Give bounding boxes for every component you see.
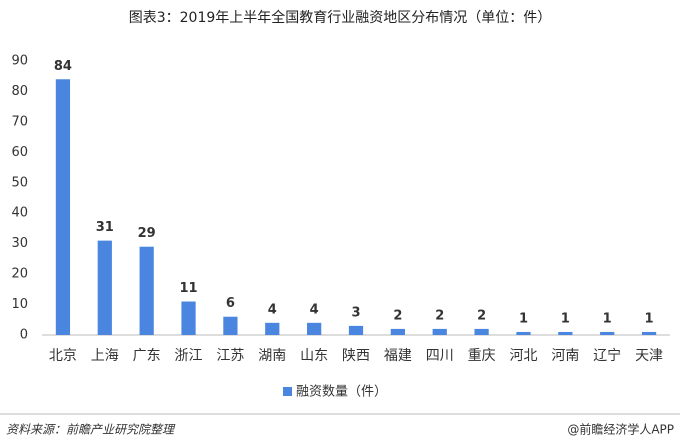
x-tick-label: 重庆 xyxy=(468,348,496,364)
x-tick-label: 河北 xyxy=(509,348,537,364)
x-tick-label: 河南 xyxy=(551,348,579,364)
bar xyxy=(265,322,280,335)
x-tick-label: 江苏 xyxy=(216,348,244,364)
bar xyxy=(516,331,531,335)
y-tick-label: 30 xyxy=(11,236,28,251)
y-tick-label: 20 xyxy=(11,267,28,282)
legend-label: 融资数量（件） xyxy=(296,385,387,400)
y-tick-label: 0 xyxy=(20,328,28,343)
value-label: 2 xyxy=(477,308,486,323)
y-tick-label: 60 xyxy=(11,145,28,160)
x-tick-label: 浙江 xyxy=(175,348,203,364)
y-tick-label: 80 xyxy=(11,84,28,99)
value-label: 1 xyxy=(603,311,612,326)
chart-title: 图表3：2019年上半年全国教育行业融资地区分布情况（单位：件） xyxy=(129,9,552,26)
x-tick-label: 四川 xyxy=(426,348,454,364)
bar xyxy=(432,328,447,335)
value-label: 11 xyxy=(179,281,197,296)
value-label: 3 xyxy=(351,305,360,320)
y-tick-label: 70 xyxy=(11,114,28,129)
bar xyxy=(307,322,322,335)
value-label: 4 xyxy=(310,302,319,317)
x-tick-label: 广东 xyxy=(133,348,161,364)
value-label: 1 xyxy=(519,311,528,326)
y-tick-label: 90 xyxy=(11,54,28,69)
brand: @前瞻经济学人APP xyxy=(567,422,674,437)
bar xyxy=(348,325,364,335)
y-tick-label: 10 xyxy=(11,297,28,312)
bar xyxy=(641,331,657,335)
value-label: 1 xyxy=(561,311,570,326)
value-label: 4 xyxy=(268,302,277,317)
bar xyxy=(600,331,615,335)
x-tick-label: 辽宁 xyxy=(593,347,621,364)
value-label: 2 xyxy=(393,308,402,323)
value-label: 1 xyxy=(645,311,654,326)
value-label: 2 xyxy=(435,308,444,323)
bar xyxy=(181,301,196,335)
y-tick-label: 40 xyxy=(11,206,28,221)
bar xyxy=(558,331,573,335)
y-tick-label: 50 xyxy=(11,175,28,190)
x-tick-label: 天津 xyxy=(635,348,663,364)
x-tick-label: 山东 xyxy=(300,348,328,364)
x-tick-label: 北京 xyxy=(49,348,77,364)
value-label: 6 xyxy=(226,296,235,311)
bar xyxy=(97,240,112,335)
bar xyxy=(223,316,238,335)
value-label: 31 xyxy=(96,220,114,235)
bar xyxy=(139,246,154,335)
x-tick-label: 上海 xyxy=(91,348,119,364)
source: 资料来源：前瞻产业研究院整理 xyxy=(6,423,176,437)
value-label: 29 xyxy=(138,226,156,241)
bar xyxy=(390,328,405,335)
bar xyxy=(55,79,71,336)
legend-swatch xyxy=(283,387,292,396)
x-tick-label: 陕西 xyxy=(342,348,370,364)
bar xyxy=(474,328,489,335)
x-tick-label: 湖南 xyxy=(258,348,286,364)
x-tick-label: 福建 xyxy=(384,348,412,364)
value-label: 84 xyxy=(54,59,72,74)
